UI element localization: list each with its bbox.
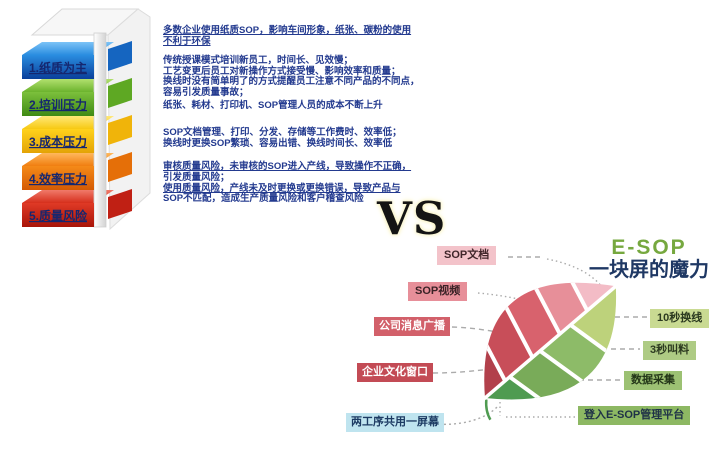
label-sop-video: SOP视频: [408, 282, 468, 301]
tower-slabs: 1.纸质为主 2.培训压力 3.成本压力 4.效率压力 5.质量风险: [22, 55, 94, 227]
esop-leaf-diagram: [432, 244, 649, 437]
tower-item-label: 4.效率压力: [29, 171, 87, 186]
tower-item-label: 1.纸质为主: [29, 60, 87, 75]
cabinet-front-pillar: [93, 32, 107, 228]
tower-item-label: 3.成本压力: [29, 134, 87, 149]
leaf-midrib: [481, 283, 620, 402]
connector-broadcast: [451, 326, 518, 339]
problem-line: 引发质量风险；: [163, 171, 230, 183]
problem-block: SOP文档管理、打印、分发、存储等工作费时、效率低； 换线时更换SOP繁琐、容易…: [163, 128, 443, 149]
tower-slab-tops: [22, 42, 114, 203]
leaf-stem: [484, 399, 492, 421]
label-10s-changeover: 10秒换线: [650, 309, 710, 328]
tower-slab-ends: [108, 41, 132, 219]
problem-line: 使用质量风险，产线未及时更换或更换错误，导致产品与: [163, 182, 401, 194]
tower-item-label: 5.质量风险: [29, 208, 88, 223]
problem-block: 多数企业使用纸质SOP，影响车间形象，纸张、碳粉的使用 不利于环保: [163, 25, 443, 47]
problem-line: 换线时没有简单明了的方式提醒员工注意不同产品的不同点，: [163, 76, 420, 88]
problem-block: 纸张、耗材、打印机、SOP管理人员的成本不断上升: [163, 99, 443, 112]
label-company-broadcast: 公司消息广播: [374, 317, 450, 336]
connector-lines: [432, 256, 647, 426]
problem-line: 多数企业使用纸质SOP，影响车间形象，纸张、碳粉的使用: [163, 25, 412, 36]
problem-line: 审核质量风险，未审核的SOP进入产线，导致操作不正确，: [163, 161, 412, 173]
problem-block: 审核质量风险，未审核的SOP进入产线，导致操作不正确， 引发质量风险； 使用质量…: [163, 162, 443, 204]
paper-sop-tower: 1.纸质为主 2.培训压力 3.成本压力 4.效率压力 5.质量风险: [22, 8, 151, 231]
problem-line: 工艺变更后员工对新操作方式接受慢、影响效率和质量；: [163, 65, 401, 77]
problem-line: 不利于环保: [163, 35, 211, 47]
esop-title: E-SOP: [611, 236, 687, 259]
paper-sop-problem-list: 多数企业使用纸质SOP，影响车间形象，纸张、碳粉的使用 不利于环保 传统授课模式…: [163, 25, 443, 205]
label-data-collection: 数据采集: [624, 371, 682, 390]
label-login-esop-platform: 登入E-SOP管理平台: [578, 406, 691, 425]
problem-block: 传统授课模式培训新员工，时间长、见效慢； 工艺变更后员工对新操作方式接受慢、影响…: [163, 56, 443, 98]
tower-item-label: 2.培训压力: [29, 97, 87, 112]
problem-line: 换线时更换SOP繁琐、容易出错、换线时间长、效率低: [163, 137, 393, 149]
problem-line: 传统授课模式培训新员工，时间长、见效慢；: [163, 55, 354, 67]
label-sop-docs: SOP文档: [437, 246, 497, 265]
label-two-station-screen: 两工序共用一屏幕: [346, 413, 444, 432]
problem-line: 容易引发质量事故；: [163, 86, 249, 98]
problem-line: SOP文档管理、打印、分发、存储等工作费时、效率低；: [163, 127, 402, 139]
connector-culture: [432, 368, 491, 374]
problem-line: SOP不匹配，造成生产质量风险和客户稽查风险: [163, 193, 364, 205]
label-culture-window: 企业文化窗口: [357, 363, 433, 382]
esop-subtitle: 一块屏的魔力: [589, 259, 709, 281]
problem-line: 纸张、耗材、打印机、SOP管理人员的成本不断上升: [163, 99, 383, 111]
versus-label: VS: [377, 192, 447, 245]
label-3s-call-material: 3秒叫料: [643, 341, 697, 360]
esop-heading: E-SOP 一块屏的魔力: [576, 236, 720, 282]
